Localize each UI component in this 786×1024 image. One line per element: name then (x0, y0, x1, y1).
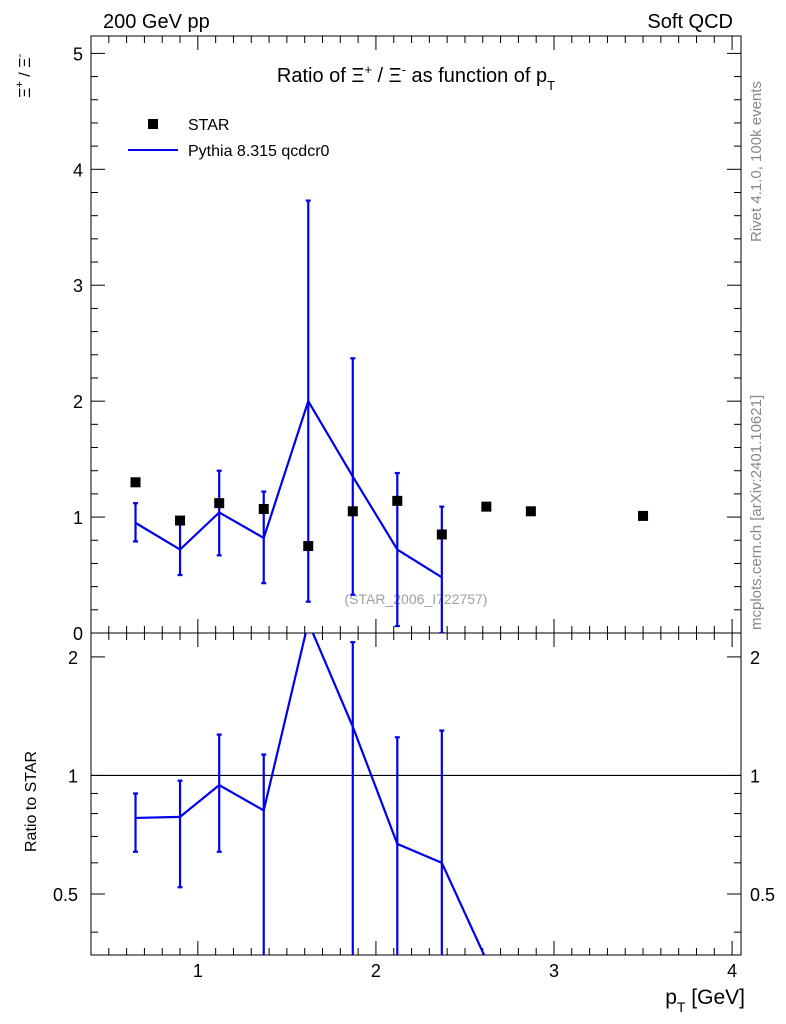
x-tick-label: 4 (727, 961, 737, 981)
axes: 1 2 3 4 0 1 2 3 4 5 0.5 0.5 1 1 2 2 (53, 36, 775, 981)
ratio-y-tick-label: 1 (68, 766, 78, 786)
star-point (436, 529, 447, 540)
ratio-y-axis-label: Ratio to STAR (23, 751, 40, 852)
chart-title: Ratio of Ξ+ / Ξ- as function of pT (277, 62, 555, 93)
ratio-y-tick-label-right: 0.5 (750, 885, 775, 905)
main-plot-marks (130, 199, 649, 633)
legend-label-pythia: Pythia 8.315 qcdcr0 (188, 143, 330, 160)
ratio-line (135, 633, 486, 955)
legend-marker-star (148, 119, 158, 129)
y-tick-label: 4 (73, 160, 83, 180)
watermark: (STAR_2006_I722757) (345, 591, 488, 607)
star-point (347, 506, 358, 517)
ratio-y-tick-label-right: 2 (750, 648, 760, 668)
legend: STAR Pythia 8.315 qcdcr0 (128, 117, 330, 160)
x-tick-label: 1 (193, 961, 203, 981)
star-point (214, 498, 225, 509)
star-point (258, 503, 269, 514)
header-left: 200 GeV pp (103, 11, 210, 33)
y-tick-label: 1 (73, 508, 83, 528)
y-tick-label: 3 (73, 276, 83, 296)
ratio-y-tick-label: 2 (68, 648, 78, 668)
x-tick-label: 2 (371, 961, 381, 981)
y-tick-label: 5 (73, 44, 83, 64)
x-tick-label: 3 (549, 961, 559, 981)
ratio-y-tick-label: 0.5 (53, 885, 78, 905)
ratio-y-tick-label-right: 1 (750, 766, 760, 786)
y-tick-label: 2 (73, 392, 83, 412)
star-point (525, 506, 536, 517)
header-right: Soft QCD (647, 11, 733, 33)
ratio-plot-frame (90, 632, 742, 956)
star-point (638, 510, 649, 521)
y-tick-label: 0 (73, 624, 83, 644)
star-point (303, 541, 314, 552)
y-axis-label: Ξ+ / Ξ- (14, 53, 34, 98)
star-point (392, 495, 403, 506)
pythia-line (134, 398, 443, 579)
star-point (130, 477, 141, 488)
x-axis-label: pT [GeV] (665, 986, 745, 1015)
rivet-label: Rivet 4.1.0, 100k events (748, 81, 765, 242)
star-point (481, 501, 492, 512)
legend-label-star: STAR (188, 117, 229, 134)
ratio-plot-marks (91, 633, 741, 955)
mcplots-label: mcplots.cern.ch [arXiv:2401.10621] (748, 395, 765, 630)
star-point (175, 515, 186, 526)
